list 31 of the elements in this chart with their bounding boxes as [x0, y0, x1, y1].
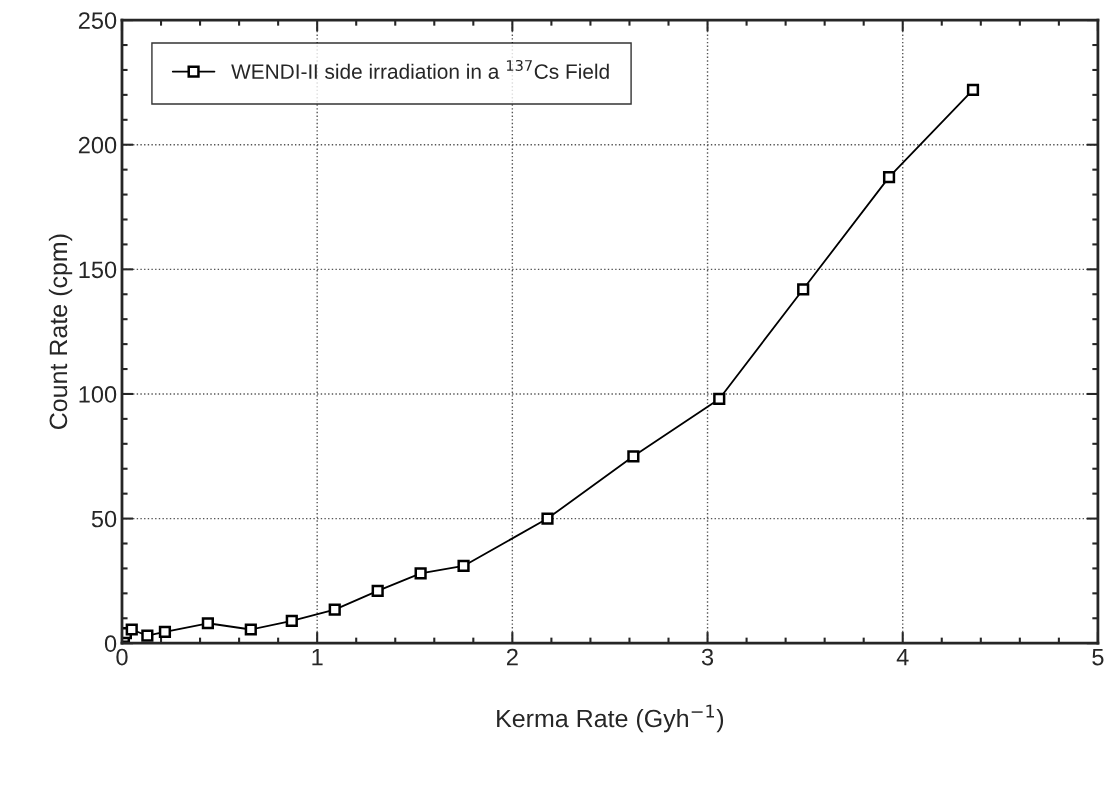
point — [797, 283, 810, 296]
y-tick-label: 100 — [79, 386, 117, 403]
y-tick-label: 200 — [78, 136, 117, 154]
point — [285, 614, 298, 627]
y-tick-label: 250 — [78, 12, 117, 29]
y-tick-label: 50 — [91, 510, 117, 528]
point — [414, 567, 427, 580]
point — [541, 512, 554, 525]
x-tick-label: 0 — [116, 648, 128, 666]
x-tick-label: 3 — [701, 648, 714, 666]
x-tick-label: 4 — [896, 648, 909, 666]
point — [966, 83, 980, 96]
point — [457, 559, 470, 573]
point — [713, 392, 726, 406]
x-tick-label: 1 — [312, 648, 323, 666]
point — [201, 617, 214, 630]
x-tick-label: 5 — [1092, 648, 1104, 666]
point — [158, 625, 172, 639]
point — [328, 603, 341, 616]
point — [371, 584, 384, 597]
point — [882, 171, 896, 184]
legend-label: WENDI-II side irradiation in a $^{137}$Cs Field — [231, 59, 609, 79]
x-axis-title: Kerma Rate (Gyh$^{−1}$) — [497, 704, 724, 733]
point — [627, 450, 640, 463]
point — [141, 629, 154, 642]
y-tick-label: 0 — [104, 635, 117, 652]
y-tick-label: 150 — [79, 261, 117, 279]
point — [244, 623, 257, 636]
x-tick-label: 2 — [506, 648, 518, 666]
point — [125, 623, 138, 636]
y-axis-title: Count Rate (cpm) — [48, 234, 73, 430]
